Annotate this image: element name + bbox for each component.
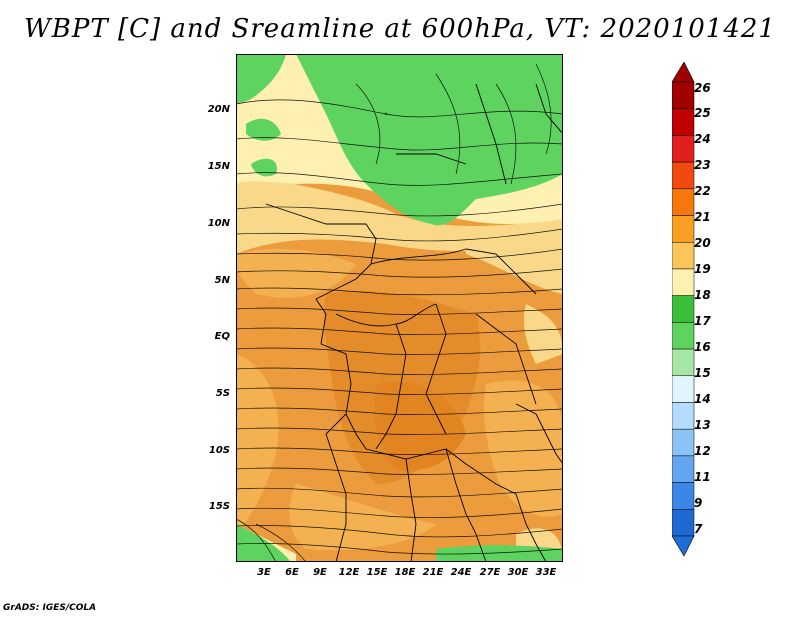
colorbar-label: 19 bbox=[694, 262, 711, 276]
map-panel bbox=[236, 54, 563, 562]
lat-label: 5S bbox=[215, 388, 230, 399]
lat-label: 20N bbox=[207, 104, 230, 115]
lat-label: 10N bbox=[207, 218, 230, 229]
lat-label: 15S bbox=[208, 501, 230, 512]
lon-label: 18E bbox=[394, 567, 416, 578]
chart-title: WBPT [C] and Sreamline at 600hPa, VT: 20… bbox=[24, 14, 776, 44]
colorbar-label: 7 bbox=[694, 522, 703, 536]
orange-light-region bbox=[289, 484, 436, 551]
yellow-region bbox=[524, 304, 563, 364]
green-region bbox=[236, 524, 291, 562]
colorbar-label: 22 bbox=[694, 184, 711, 198]
country-borders bbox=[265, 83, 563, 562]
colorbar-cell bbox=[672, 188, 695, 216]
colorbar-label: 15 bbox=[694, 366, 711, 380]
green-region bbox=[436, 545, 563, 562]
yellow-region bbox=[466, 224, 563, 294]
colorbar-label: 13 bbox=[694, 418, 711, 432]
colorbar-cell bbox=[672, 215, 695, 243]
orange-dark-region bbox=[374, 381, 466, 471]
lat-label: 15N bbox=[207, 161, 230, 172]
colorbar-label: 17 bbox=[694, 314, 711, 328]
colorbar-cell bbox=[672, 348, 695, 377]
green-region bbox=[236, 54, 286, 104]
colorbar-under-triangle bbox=[672, 535, 695, 557]
colorbar-label: 24 bbox=[694, 132, 711, 146]
colorbar-label: 18 bbox=[694, 288, 711, 302]
lat-label: 5N bbox=[214, 275, 230, 286]
lat-label: 10S bbox=[208, 445, 230, 456]
colorbar-cell bbox=[672, 455, 695, 483]
colorbar-cell bbox=[672, 482, 695, 510]
colorbar-cell bbox=[672, 108, 695, 136]
orange-light-region bbox=[236, 354, 279, 534]
colorbar-cells bbox=[672, 81, 695, 537]
colorbar-label: 9 bbox=[694, 496, 703, 510]
colorbar-cell bbox=[672, 268, 695, 296]
colorbar-cell bbox=[672, 81, 695, 109]
orange-light-region bbox=[484, 380, 563, 517]
colorbar bbox=[672, 62, 695, 557]
colorbar-cell bbox=[672, 241, 695, 270]
colorbar-label: 12 bbox=[694, 444, 711, 458]
lat-label: EQ bbox=[214, 331, 230, 342]
colorbar-label: 21 bbox=[694, 210, 711, 224]
lon-label: 15E bbox=[366, 567, 388, 578]
colorbar-cell bbox=[672, 509, 695, 537]
colorbar-cell bbox=[672, 428, 695, 457]
colorbar-label: 11 bbox=[694, 470, 711, 484]
lon-label: 24E bbox=[450, 567, 472, 578]
colorbar-label: 14 bbox=[694, 392, 711, 406]
lon-label: 9E bbox=[313, 567, 327, 578]
green-region bbox=[251, 158, 277, 177]
green-region bbox=[296, 54, 563, 226]
colorbar-label: 26 bbox=[694, 81, 711, 95]
colorbar-cell bbox=[672, 375, 695, 403]
colorbar-over-triangle bbox=[672, 62, 695, 83]
lon-label: 6E bbox=[285, 567, 299, 578]
orange-light-region bbox=[236, 248, 356, 298]
colorbar-cell bbox=[672, 402, 695, 430]
green-region bbox=[246, 118, 281, 141]
lon-label: 21E bbox=[422, 567, 444, 578]
credit-text: GrADS: IGES/COLA bbox=[3, 603, 97, 613]
colorbar-cell bbox=[672, 161, 695, 190]
lon-label: 12E bbox=[338, 567, 360, 578]
lon-label: 3E bbox=[257, 567, 271, 578]
colorbar-label: 20 bbox=[694, 236, 711, 250]
colorbar-label: 23 bbox=[694, 158, 711, 172]
lon-label: 33E bbox=[535, 567, 557, 578]
lon-label: 27E bbox=[479, 567, 501, 578]
colorbar-label: 16 bbox=[694, 340, 711, 354]
lon-label: 30E bbox=[507, 567, 529, 578]
colorbar-label: 25 bbox=[694, 106, 711, 120]
colorbar-cell bbox=[672, 295, 695, 323]
colorbar-cell bbox=[672, 135, 695, 163]
colorbar-cell bbox=[672, 322, 695, 350]
